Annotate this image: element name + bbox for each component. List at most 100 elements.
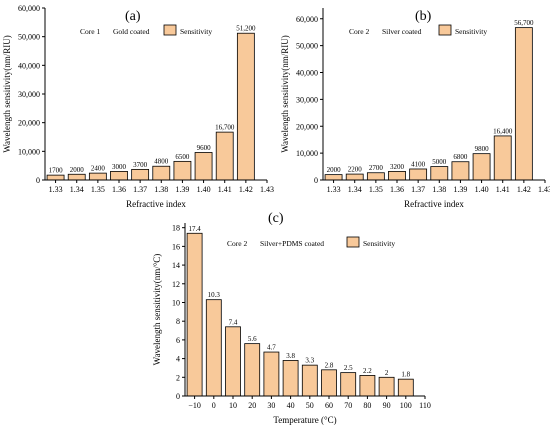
panel-a-legend: Sensitivity xyxy=(163,24,212,36)
panel-a-value-label-10: 51,200 xyxy=(236,25,256,33)
panel-c-value-label-9: 2.5 xyxy=(344,364,353,372)
panel-b-value-label-2: 2200 xyxy=(348,166,363,174)
panel-c-x-tick-label-11: 90 xyxy=(383,401,391,410)
panel-a-bar-9 xyxy=(215,131,234,181)
panel-a-x-tick-label-9: 1.41 xyxy=(218,185,232,194)
panel-b-core-label: Core 2 xyxy=(349,27,369,36)
panel-c-value-label-5: 4.7 xyxy=(267,344,276,352)
panel-c-legend-swatch xyxy=(346,236,360,248)
panel-b-y-tick-label-3: 20,000 xyxy=(296,122,318,131)
panel-c-y-tick-label-3: 4 xyxy=(176,355,180,364)
panel-b-y-tick-label-7: 60,000 xyxy=(296,15,318,24)
panel-c-bar-10 xyxy=(359,375,376,397)
panel-b-x-tick-label-7: 1.39 xyxy=(453,185,467,194)
panel-c-coating-label: Silver+PDMS coated xyxy=(260,239,324,248)
panel-c-x-tick-label-8: 60 xyxy=(325,401,333,410)
panel-b-x-axis-title: Refractive index xyxy=(404,199,464,209)
panel-b-bar-3 xyxy=(366,172,385,181)
panel-a-x-tick-label-11: 1.43 xyxy=(260,185,274,194)
panel-a-bar-4 xyxy=(110,170,128,181)
panel-a-y-tick-label-4: 30,000 xyxy=(18,90,40,99)
panel-c-bar-8 xyxy=(321,369,337,397)
panel-b-bar-6 xyxy=(430,166,449,181)
panel-b-bar-9 xyxy=(493,135,512,181)
panel-c-value-label-12: 1.8 xyxy=(401,371,410,379)
panel-a-y-tick-label-2: 10,000 xyxy=(18,147,40,156)
panel-c-bar-2 xyxy=(205,299,222,397)
panel-c-bar-6 xyxy=(282,360,299,397)
panel-b-value-label-7: 6800 xyxy=(453,153,468,161)
panel-b-legend: Sensitivity xyxy=(438,24,487,36)
panel-a-x-tick-label-8: 1.40 xyxy=(197,185,211,194)
panel-b-x-tick-label-3: 1.35 xyxy=(369,185,383,194)
panel-b-y-tick-label-6: 50,000 xyxy=(296,42,318,51)
plot-c: 17.4 10.3 7.4 5.6 4.7 3.8 3.3 2.8 2.5 2.2 2 1.8 −10 0… xyxy=(152,223,431,425)
panel-c-x-tick-label-5: 30 xyxy=(267,401,275,410)
panel-c-y-tick-label-9: 16 xyxy=(172,242,180,251)
panel-c-y-tick-label-5: 8 xyxy=(176,317,180,326)
panel-a-value-label-8: 9600 xyxy=(197,144,212,152)
panel-a-x-tick-label-5: 1.37 xyxy=(133,185,147,194)
panel-c-y-tick-label-2: 2 xyxy=(176,373,180,382)
panel-a-value-label-6: 4800 xyxy=(154,158,169,166)
panel-c-y-tick-label-8: 14 xyxy=(172,261,180,270)
panel-a-letter: (a) xyxy=(125,9,141,24)
panel-a-bar-7 xyxy=(173,160,192,181)
panel-b-letter: (b) xyxy=(415,9,432,24)
panel-b-bar-10 xyxy=(514,27,533,181)
panel-a-bar-2 xyxy=(67,173,86,181)
panel-c-legend-label: Sensitivity xyxy=(363,239,395,248)
panel-a-y-tick-label-3: 20,000 xyxy=(18,119,40,128)
panel-c-value-label-6: 3.8 xyxy=(286,352,295,360)
panel-b-x-tick-label-9: 1.41 xyxy=(496,185,510,194)
panel-b-value-label-1: 2000 xyxy=(327,166,342,174)
panel-b-x-tick-label-6: 1.38 xyxy=(432,185,446,194)
panel-c-value-label-2: 10.3 xyxy=(208,291,221,299)
panel-a-bar-5 xyxy=(131,168,150,181)
panel-b-legend-swatch xyxy=(438,24,452,36)
panel-a-value-label-2: 2000 xyxy=(70,166,85,174)
panel-b-x-tick-label-11: 1.43 xyxy=(538,185,550,194)
panel-b-y-tick-label-4: 30,000 xyxy=(296,95,318,104)
panel-c-value-label-3: 7.4 xyxy=(229,318,238,326)
panel-c-value-label-8: 2.8 xyxy=(325,361,334,369)
panel-a-y-tick-label-1: 0 xyxy=(36,176,40,185)
panel-c-x-tick-label-7: 50 xyxy=(306,401,314,410)
panel-b-y-axis-title: Wavelength sensitivity(nm/RIU) xyxy=(280,35,290,153)
panel-a-value-label-4: 3000 xyxy=(112,163,127,171)
panel-a-x-tick-label-10: 1.42 xyxy=(239,185,253,194)
panel-c-x-axis-title: Temperature (°C) xyxy=(273,415,336,425)
panel-c-value-label-11: 2 xyxy=(385,369,389,377)
panel-b-x-tick-label-4: 1.36 xyxy=(390,185,404,194)
panel-c-value-label-1: 17.4 xyxy=(188,225,201,233)
panel-b-bar-5 xyxy=(409,168,428,181)
panel-a-core-label: Core 1 xyxy=(80,27,100,36)
panel-c-x-tick-label-13: 110 xyxy=(419,401,431,410)
panel-a-value-label-9: 16,700 xyxy=(215,124,235,132)
panel-b-bar-1 xyxy=(324,174,343,181)
panel-b-legend-label: Sensitivity xyxy=(455,27,487,36)
panel-c-y-tick-label-10: 18 xyxy=(172,224,180,233)
panel-c-value-label-7: 3.3 xyxy=(305,357,314,365)
panel-a-x-tick-label-2: 1.34 xyxy=(70,185,84,194)
panel-b: (b) Core 2 Silver coated Sensitivity 200… xyxy=(280,8,550,209)
panel-b-value-label-6: 5000 xyxy=(432,158,447,166)
panel-b-value-label-5: 4100 xyxy=(411,160,426,168)
panel-c-x-tick-label-6: 40 xyxy=(287,401,295,410)
panel-b-y-tick-label-5: 40,000 xyxy=(296,69,318,78)
panel-c-y-tick-label-7: 12 xyxy=(172,280,180,289)
plot-a: 1700 2000 2400 3000 3700 4800 6500 9600 16,700 51… xyxy=(2,4,274,209)
panel-a-coating-label: Gold coated xyxy=(113,27,150,36)
panel-a-y-tick-label-7: 60,000 xyxy=(18,4,40,13)
panel-b-bar-4 xyxy=(388,170,406,181)
panel-b-x-tick-label-5: 1.37 xyxy=(411,185,425,194)
panel-c-value-label-10: 2.2 xyxy=(363,367,372,375)
panel-a-y-tick-label-5: 40,000 xyxy=(18,61,40,70)
panel-b-x-tick-label-2: 1.34 xyxy=(348,185,362,194)
panel-c-x-tick-label-4: 20 xyxy=(248,401,256,410)
panel-c-core-label: Core 2 xyxy=(227,239,247,248)
panel-a-bar-10 xyxy=(236,32,255,181)
panel-c-bar-5 xyxy=(263,351,280,397)
panel-a-value-label-7: 6500 xyxy=(175,153,190,161)
